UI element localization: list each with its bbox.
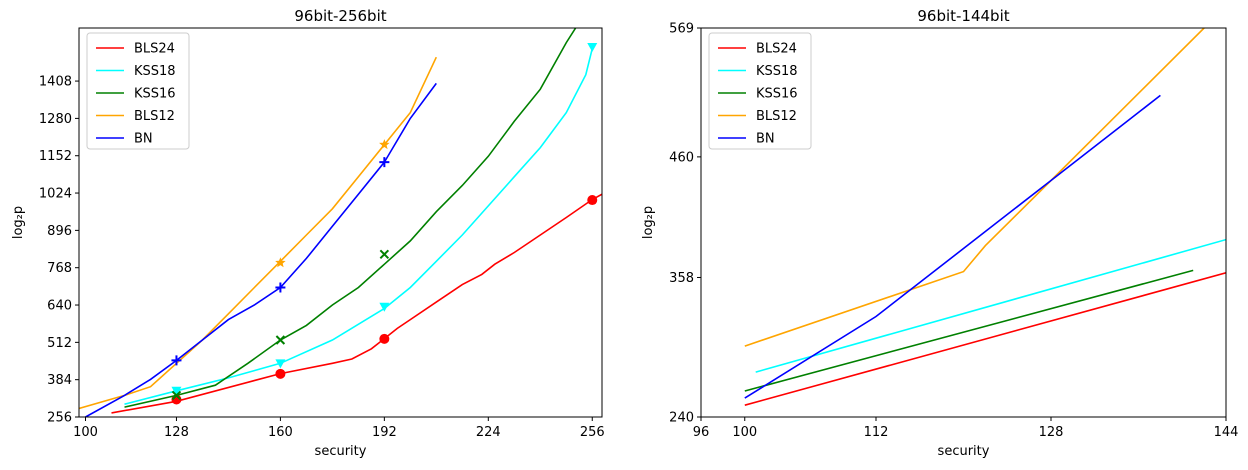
y-tick-label: 1152 — [39, 149, 72, 164]
x-tick-label: 96 — [693, 425, 710, 440]
marker-kss18-160 — [275, 359, 286, 369]
marker-kss18-128 — [171, 386, 182, 396]
legend-label-bn: BN — [134, 132, 153, 147]
y-axis-label: log₂p — [11, 206, 26, 239]
chart-panel-2: 96 100 112 128 144 240 358 460 569 96bit-144bit se… — [641, 7, 1238, 459]
series-line-bn — [85, 82, 437, 417]
x-tick-label: 112 — [864, 425, 889, 440]
x-tick-label: 144 — [1214, 425, 1239, 440]
series-line-kss18 — [755, 238, 1226, 373]
y-tick-label: 569 — [669, 22, 694, 37]
legend: BLS24 KSS18 KSS16 BLS12 BN — [86, 32, 190, 150]
legend-label-kss18: KSS18 — [756, 64, 798, 79]
series-line-kss18 — [124, 48, 594, 405]
x-axis-label: security — [938, 444, 990, 459]
marker-bls12-160 — [275, 257, 286, 268]
y-axis-label: log₂p — [641, 206, 656, 239]
legend-box — [708, 32, 812, 150]
marker-kss18-192 — [379, 302, 390, 312]
series-group — [79, 28, 602, 417]
marker-bls24-160 — [275, 368, 286, 379]
x-tick-label: 160 — [268, 425, 293, 440]
y-tick-label: 512 — [47, 336, 72, 351]
series-group — [744, 28, 1226, 406]
y-tick-label: 1280 — [39, 112, 72, 127]
y-tick-label: 240 — [669, 411, 694, 426]
x-tick-label: 224 — [476, 425, 501, 440]
series-line-bls12 — [744, 28, 1205, 347]
series-line-bls24 — [111, 193, 602, 414]
chart-title: 96bit-144bit — [917, 7, 1009, 25]
y-tick-label: 256 — [47, 411, 72, 426]
legend-label-bls24: BLS24 — [134, 42, 175, 57]
marker-kss16-192 — [379, 249, 390, 259]
y-tick-label: 768 — [47, 261, 72, 276]
series-line-bn — [744, 94, 1161, 399]
chart-title: 96bit-256bit — [294, 7, 386, 25]
plot-frame — [78, 27, 603, 418]
marker-kss18-256 — [587, 42, 598, 52]
legend-label-bn: BN — [756, 132, 775, 147]
marker-kss16-160 — [275, 335, 286, 345]
y-tick-label: 460 — [669, 150, 694, 165]
chart-panel-1: 100 128 160 192 224 256 256 384 512 640 768 896 1024… — [11, 7, 605, 459]
legend: BLS24 KSS18 KSS16 BLS12 BN — [708, 32, 812, 150]
y-tick-label: 1024 — [39, 187, 72, 202]
marker-bls12-192 — [379, 139, 390, 150]
legend-label-kss18: KSS18 — [134, 64, 176, 79]
marker-bn-192 — [379, 157, 390, 168]
x-tick-label: 192 — [372, 425, 397, 440]
marker-bls24-256 — [587, 195, 598, 206]
x-tick-label: 128 — [164, 425, 189, 440]
legend-label-kss16: KSS16 — [756, 87, 798, 102]
legend-label-kss16: KSS16 — [134, 87, 176, 102]
y-tick-label: 1408 — [39, 75, 72, 90]
legend-label-bls12: BLS12 — [756, 109, 797, 124]
legend-box — [86, 32, 190, 150]
legend-label-bls24: BLS24 — [756, 42, 797, 57]
x-tick-label: 100 — [73, 425, 98, 440]
y-tick-label: 896 — [47, 224, 72, 239]
series-line-bls24 — [744, 272, 1226, 406]
x-tick-label: 128 — [1039, 425, 1064, 440]
x-tick-label: 100 — [732, 425, 757, 440]
y-tick-label: 640 — [47, 299, 72, 314]
series-line-kss16 — [124, 28, 577, 408]
series-line-bls12 — [79, 56, 438, 410]
series-line-kss16 — [744, 269, 1194, 392]
marker-bn-160 — [275, 282, 286, 293]
legend-label-bls12: BLS12 — [134, 109, 175, 124]
y-tick-label: 358 — [669, 271, 694, 286]
plot-frame — [700, 27, 1227, 418]
x-tick-label: 256 — [580, 425, 605, 440]
y-tick-label: 384 — [47, 373, 72, 388]
marker-bn-128 — [171, 355, 182, 366]
marker-kss16-128 — [171, 390, 182, 401]
x-axis-label: security — [315, 444, 367, 459]
marker-bls24-192 — [379, 333, 390, 344]
